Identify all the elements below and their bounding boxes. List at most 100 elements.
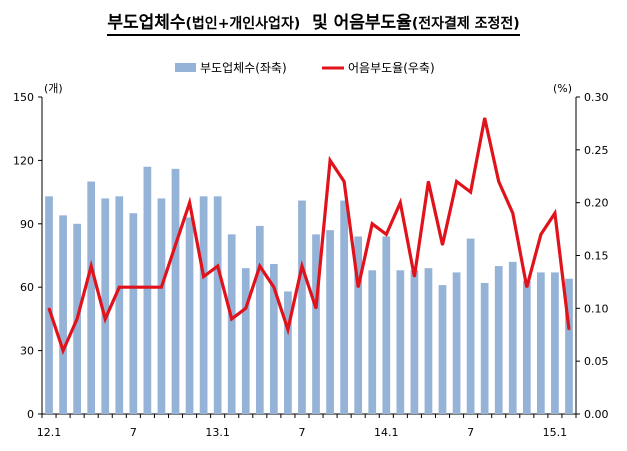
bar bbox=[45, 196, 53, 414]
line-point bbox=[568, 328, 570, 331]
line-point bbox=[174, 244, 177, 246]
line-point bbox=[90, 265, 92, 267]
line-point bbox=[48, 307, 50, 310]
bar bbox=[340, 200, 348, 414]
bar bbox=[115, 196, 124, 414]
line-point bbox=[483, 117, 486, 119]
line-point bbox=[244, 307, 247, 310]
bar bbox=[284, 291, 292, 414]
legend: 부도업체수(좌축) 어음부도율(우축) bbox=[175, 61, 435, 75]
bar bbox=[101, 198, 110, 414]
title-mid: 및 어음부도율 bbox=[312, 13, 412, 33]
x-tick-label: 15.1 bbox=[543, 426, 568, 439]
bar bbox=[199, 196, 208, 414]
line-point bbox=[469, 191, 472, 193]
line-point bbox=[160, 286, 163, 289]
line-point bbox=[118, 286, 121, 289]
y-left-unit: (개) bbox=[44, 82, 63, 95]
title-paren1: (법인+개인사업자) bbox=[185, 16, 301, 32]
y-right-tick-label: 0.30 bbox=[584, 91, 609, 104]
line-point bbox=[104, 318, 107, 320]
line-point bbox=[371, 223, 374, 225]
y-right-tick-label: 0.25 bbox=[584, 144, 609, 157]
line-point bbox=[540, 233, 542, 236]
bar bbox=[143, 166, 152, 414]
title-main: 부도업체수 bbox=[107, 13, 186, 33]
line-point bbox=[329, 159, 331, 162]
legend-bar-label: 부도업체수(좌축) bbox=[200, 61, 287, 75]
line-point bbox=[399, 201, 402, 204]
line-point bbox=[259, 265, 261, 267]
y-left-tick-label: 120 bbox=[13, 154, 34, 167]
x-tick-label: 7 bbox=[298, 426, 305, 439]
title-paren2: (전자결제 조정전) bbox=[411, 16, 520, 32]
line-point bbox=[427, 180, 430, 183]
y-right-tick-label: 0.05 bbox=[584, 355, 609, 368]
line-point bbox=[511, 212, 514, 215]
bar bbox=[129, 213, 138, 414]
line-point bbox=[132, 286, 135, 289]
line-point bbox=[441, 244, 444, 246]
legend-line-label: 어음부도율(우축) bbox=[348, 61, 435, 75]
line-point bbox=[357, 286, 359, 289]
x-tick-label: 12.1 bbox=[37, 426, 62, 439]
bar bbox=[551, 272, 559, 414]
bar bbox=[480, 282, 489, 414]
bar bbox=[466, 238, 475, 414]
bar bbox=[227, 234, 236, 414]
bar bbox=[255, 225, 264, 414]
x-tick-label: 14.1 bbox=[374, 426, 399, 439]
line-point bbox=[315, 307, 317, 310]
y-right-tick-label: 0.15 bbox=[584, 250, 609, 263]
bar bbox=[508, 261, 517, 414]
line-point bbox=[188, 201, 191, 204]
bar bbox=[382, 236, 391, 414]
bar bbox=[537, 272, 545, 414]
line-point bbox=[554, 212, 556, 215]
bar bbox=[87, 181, 96, 414]
y-left-tick-label: 60 bbox=[20, 281, 34, 294]
line-point bbox=[385, 233, 388, 236]
line-point bbox=[216, 265, 219, 267]
bar bbox=[298, 200, 306, 414]
line-point bbox=[230, 318, 233, 320]
bar bbox=[185, 217, 194, 414]
bar bbox=[494, 266, 503, 414]
bar bbox=[59, 215, 67, 414]
bar bbox=[241, 268, 250, 414]
bar bbox=[438, 285, 447, 414]
bar bbox=[452, 272, 461, 414]
line-point bbox=[202, 275, 205, 278]
bar bbox=[312, 234, 320, 414]
bar bbox=[270, 263, 278, 414]
bar bbox=[410, 270, 419, 414]
x-tick-label: 7 bbox=[467, 426, 474, 439]
line-point bbox=[62, 349, 64, 352]
bar bbox=[171, 168, 180, 414]
line-point bbox=[273, 286, 275, 289]
y-left-tick-label: 150 bbox=[13, 91, 34, 104]
bar bbox=[354, 236, 363, 414]
y-left-tick-label: 90 bbox=[20, 218, 34, 231]
line-point bbox=[526, 286, 528, 289]
bar bbox=[368, 270, 377, 414]
bar bbox=[157, 198, 166, 414]
line-point bbox=[287, 328, 289, 331]
plot-area: 0 30 60 90 120 150 0.00 0.05 0.10 0.15 0.20 0.25 0.3… bbox=[13, 82, 609, 439]
x-tick-label: 7 bbox=[130, 426, 137, 439]
legend-bar-swatch bbox=[175, 63, 196, 72]
bar bbox=[213, 196, 222, 414]
line-point bbox=[146, 286, 149, 289]
line-point bbox=[497, 180, 500, 183]
bar bbox=[396, 270, 405, 414]
y-right-tick-label: 0.00 bbox=[584, 408, 609, 421]
y-left-tick-label: 30 bbox=[20, 345, 34, 358]
line-point bbox=[455, 180, 458, 183]
x-tick-label: 13.1 bbox=[205, 426, 230, 439]
y-right-tick-label: 0.10 bbox=[584, 302, 609, 315]
bar bbox=[522, 280, 531, 414]
bar bbox=[565, 278, 573, 414]
y-left-tick-label: 0 bbox=[27, 408, 34, 421]
series-line bbox=[47, 117, 571, 356]
